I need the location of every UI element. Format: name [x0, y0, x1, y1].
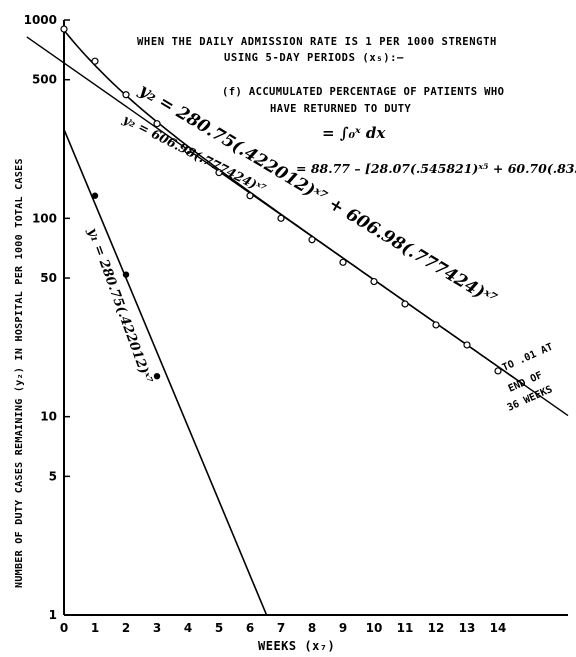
- chart-axes: [63, 20, 568, 616]
- y-tick-label: 10: [40, 410, 57, 424]
- point-combined: [463, 341, 471, 349]
- x-tick-label: 11: [397, 621, 414, 635]
- x-tick-label: 0: [60, 621, 68, 635]
- point-combined: [246, 192, 254, 200]
- fit-curve-combined: [63, 29, 524, 385]
- end-note-line-1: TO .01 AT: [501, 342, 555, 374]
- x-tick-label: 2: [122, 621, 130, 635]
- note-line-1: (f) ACCUMULATED PERCENTAGE OF PATIENTS W…: [222, 86, 504, 98]
- x-tick-label: 7: [277, 621, 285, 635]
- note-line-2: HAVE RETURNED TO DUTY: [270, 103, 411, 115]
- y-tick-label: 5: [49, 469, 57, 483]
- point-combined: [153, 120, 161, 128]
- x-tick-label: 5: [215, 621, 223, 635]
- fit-lines: [26, 29, 569, 616]
- point-combined: [184, 146, 192, 155]
- x-tick-label: 3: [153, 621, 161, 635]
- point-combined: [60, 25, 68, 33]
- point-combined: [494, 367, 502, 375]
- x-tick-label: 6: [246, 621, 254, 635]
- point-combined: [277, 214, 285, 222]
- y-tick-label: 1000: [24, 13, 57, 27]
- x-tick-label: 12: [428, 621, 445, 635]
- accumulated-formula: = 88.77 – [28.07(.545821)ˣ⁵ + 60.70(.835…: [296, 161, 576, 176]
- point-combined: [401, 300, 409, 308]
- x-tick-label: 10: [366, 621, 383, 635]
- y-axis-label: NUMBER OF DUTY CASES REMAINING (y₂) IN H…: [14, 158, 25, 588]
- y-tick-label: 50: [40, 271, 57, 285]
- x-axis-label: WEEKS (x₇): [258, 639, 335, 653]
- point-combined: [432, 321, 440, 329]
- heading-line-2: USING 5-DAY PERIODS (x₅):–: [224, 52, 404, 64]
- heading-line-1: WHEN THE DAILY ADMISSION RATE IS 1 PER 1…: [137, 36, 497, 48]
- point-fast-component: [91, 192, 99, 199]
- y-tick-label: 100: [32, 211, 57, 225]
- x-tick-label: 8: [308, 621, 316, 635]
- x-tick-label: 1: [91, 621, 99, 635]
- y-tick-label: 500: [32, 73, 57, 87]
- point-combined: [370, 277, 378, 286]
- label-fast-component: y₁ = 280.75(.422012)ˣ⁷: [84, 225, 155, 386]
- y-tick-label: 1: [49, 608, 57, 622]
- integral-formula: = ∫₀ˣ dx: [322, 124, 386, 142]
- point-combined: [215, 169, 223, 177]
- x-tick-label: 13: [459, 621, 476, 635]
- data-points: [60, 25, 502, 380]
- point-fast-component: [153, 372, 161, 380]
- point-combined: [339, 258, 347, 266]
- fit-line-fast-component: [63, 129, 268, 616]
- point-combined: [122, 91, 130, 99]
- point-fast-component: [122, 271, 130, 278]
- x-tick-label: 14: [490, 621, 507, 635]
- x-tick-label: 4: [184, 621, 192, 635]
- point-combined: [91, 57, 99, 65]
- point-combined: [308, 236, 316, 244]
- x-tick-label: 9: [339, 621, 347, 635]
